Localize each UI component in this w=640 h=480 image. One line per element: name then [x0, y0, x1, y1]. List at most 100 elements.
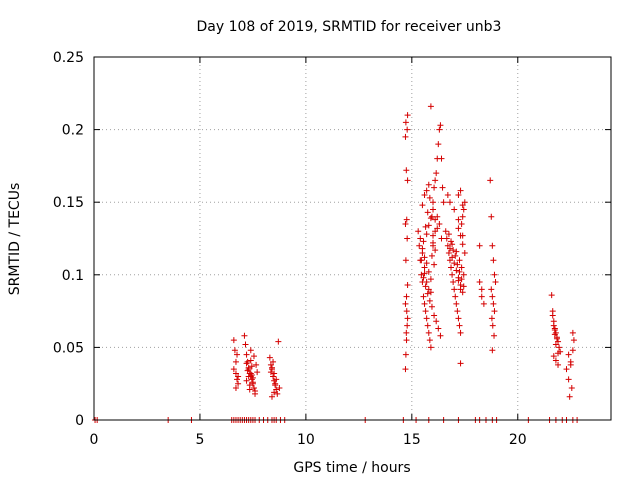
data-point — [270, 373, 277, 380]
data-point — [449, 241, 456, 248]
data-point — [569, 329, 576, 336]
data-point — [491, 332, 498, 339]
y-axis-label: SRMTID / TECUs — [7, 183, 23, 296]
data-point — [421, 254, 428, 261]
data-point — [404, 322, 411, 329]
data-point — [476, 279, 483, 286]
data-point — [404, 315, 411, 322]
data-point — [428, 303, 435, 310]
data-point — [402, 300, 409, 307]
axis-ticks: 0 5 10 15 20 0 0.05 0.1 0.15 0.2 0.25 — [53, 50, 611, 448]
data-point — [276, 385, 283, 392]
data-point — [424, 322, 431, 329]
data-point — [434, 225, 441, 232]
data-point — [419, 245, 426, 252]
data-point — [246, 386, 253, 393]
data-point — [478, 286, 485, 293]
data-point — [565, 376, 572, 383]
data-point — [420, 293, 427, 300]
data-point — [232, 358, 239, 365]
data-point — [403, 308, 410, 315]
y-tick-label: 0.2 — [62, 123, 84, 139]
data-point — [430, 206, 437, 213]
data-point — [445, 250, 452, 257]
data-point — [268, 393, 275, 400]
data-point — [433, 318, 440, 325]
data-point — [422, 308, 429, 315]
data-point — [244, 358, 251, 365]
data-point — [230, 337, 237, 344]
data-point — [419, 202, 426, 209]
data-point — [551, 331, 558, 338]
data-point — [552, 357, 559, 364]
data-point — [449, 254, 456, 261]
data-point — [403, 293, 410, 300]
data-point — [250, 353, 257, 360]
data-point — [415, 228, 422, 235]
data-point — [266, 354, 273, 361]
data-point — [489, 322, 496, 329]
data-point — [458, 276, 465, 283]
data-point — [555, 361, 562, 368]
data-point — [423, 187, 430, 194]
data-point — [431, 312, 438, 319]
data-point — [430, 199, 437, 206]
data-point — [241, 332, 248, 339]
data-point — [404, 177, 411, 184]
data-point — [235, 373, 242, 380]
data-point — [247, 357, 254, 364]
data-point — [449, 271, 456, 278]
data-point — [428, 252, 435, 259]
data-point — [490, 300, 497, 307]
data-point — [271, 370, 278, 377]
data-point — [403, 337, 410, 344]
data-point — [404, 126, 411, 133]
grid-lines — [94, 57, 611, 420]
data-point — [457, 286, 464, 293]
data-point — [423, 279, 430, 286]
data-point — [274, 390, 281, 397]
data-point — [438, 235, 445, 242]
data-point — [402, 220, 409, 227]
data-point — [425, 329, 432, 336]
data-point — [427, 215, 434, 222]
data-point — [230, 366, 237, 373]
data-point — [426, 194, 433, 201]
data-point — [425, 222, 432, 229]
data-point — [552, 341, 559, 348]
data-point — [454, 308, 461, 315]
data-point — [440, 199, 447, 206]
data-point — [421, 191, 428, 198]
chart-title: Day 108 of 2019, SRMTID for receiver unb… — [197, 19, 502, 35]
data-point — [422, 283, 429, 290]
data-point — [456, 257, 463, 264]
data-point — [446, 245, 453, 252]
data-point — [491, 308, 498, 315]
data-point — [457, 329, 464, 336]
data-point — [427, 344, 434, 351]
data-point — [451, 206, 458, 213]
y-tick-label: 0.05 — [53, 340, 84, 356]
data-point — [244, 367, 251, 374]
x-axis-label: GPS time / hours — [293, 460, 410, 476]
data-point — [476, 242, 483, 249]
data-point — [245, 364, 252, 371]
data-point — [403, 329, 410, 336]
data-point — [489, 347, 496, 354]
data-point — [234, 376, 241, 383]
data-point — [433, 170, 440, 177]
data-point — [423, 315, 430, 322]
data-point — [563, 366, 570, 373]
data-point — [555, 350, 562, 357]
data-point — [402, 133, 409, 140]
data-point — [568, 385, 575, 392]
data-point — [453, 300, 460, 307]
data-point — [457, 360, 464, 367]
data-point — [549, 312, 556, 319]
data-point — [439, 184, 446, 191]
data-point — [435, 325, 442, 332]
data-point — [457, 187, 464, 194]
data-point — [272, 380, 279, 387]
data-point — [556, 344, 563, 351]
